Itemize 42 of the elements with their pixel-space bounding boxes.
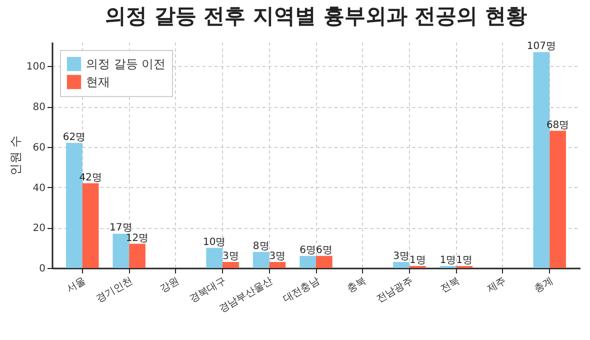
x-tick-label: 서울 <box>65 276 88 296</box>
data-label: 3명 <box>269 250 286 262</box>
bar <box>252 252 270 268</box>
bar <box>222 262 239 268</box>
bar <box>550 130 566 268</box>
data-label: 6명 <box>300 244 316 256</box>
x-tick-label: 전북 <box>438 276 462 296</box>
data-label: 1명 <box>409 254 426 266</box>
legend-label: 현재 <box>86 75 110 89</box>
bar <box>129 244 146 268</box>
chart-title: 의정 갈등 전후 지역별 흉부외과 전공의 현황 <box>105 4 527 28</box>
x-tick-label: 총계 <box>532 276 556 296</box>
data-label: 3명 <box>222 250 239 262</box>
y-tick-label: 40 <box>32 182 46 194</box>
bar <box>82 183 99 268</box>
bar <box>300 256 316 268</box>
y-tick-label: 60 <box>32 142 46 154</box>
x-tick-label: 강원 <box>158 276 182 296</box>
bar <box>206 248 223 268</box>
data-label: 17명 <box>110 222 132 234</box>
bar <box>269 262 286 268</box>
y-tick-label: 0 <box>39 264 46 274</box>
data-label: 68명 <box>546 120 570 131</box>
data-label: 1명 <box>440 254 456 266</box>
data-label: 6명 <box>316 244 332 256</box>
data-label: 10명 <box>203 236 226 248</box>
x-tick-label: 충북 <box>345 276 368 296</box>
data-label: 3명 <box>393 250 410 262</box>
y-tick-label: 100 <box>26 62 46 73</box>
data-label: 8명 <box>252 240 270 252</box>
bar <box>316 256 332 268</box>
data-label: 107명 <box>526 41 556 52</box>
bar <box>393 262 410 268</box>
y-axis-title: 인원 수 <box>8 136 22 176</box>
x-tick-label: 제주 <box>486 276 508 296</box>
data-label: 42명 <box>79 172 102 184</box>
data-label: 12명 <box>126 232 149 244</box>
data-label: 62명 <box>62 132 86 143</box>
legend-label: 의정 갈등 이전 <box>86 57 166 71</box>
y-tick-label: 20 <box>32 223 46 234</box>
data-label: 1명 <box>456 254 473 266</box>
y-tick-label: 80 <box>32 102 46 114</box>
